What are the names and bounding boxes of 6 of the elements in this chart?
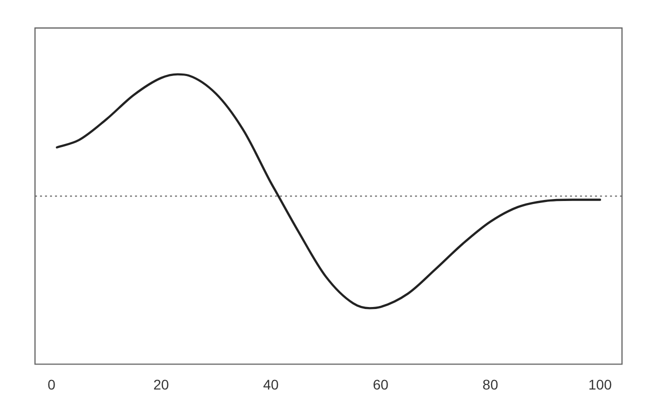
x-tick-label: 20 [153, 376, 170, 392]
x-tick-label: 60 [372, 376, 389, 392]
x-tick-label: 80 [482, 376, 498, 392]
x-tick-label: 40 [263, 376, 279, 392]
x-tick-label: 0 [48, 376, 56, 392]
x-tick-label: 100 [588, 376, 612, 392]
